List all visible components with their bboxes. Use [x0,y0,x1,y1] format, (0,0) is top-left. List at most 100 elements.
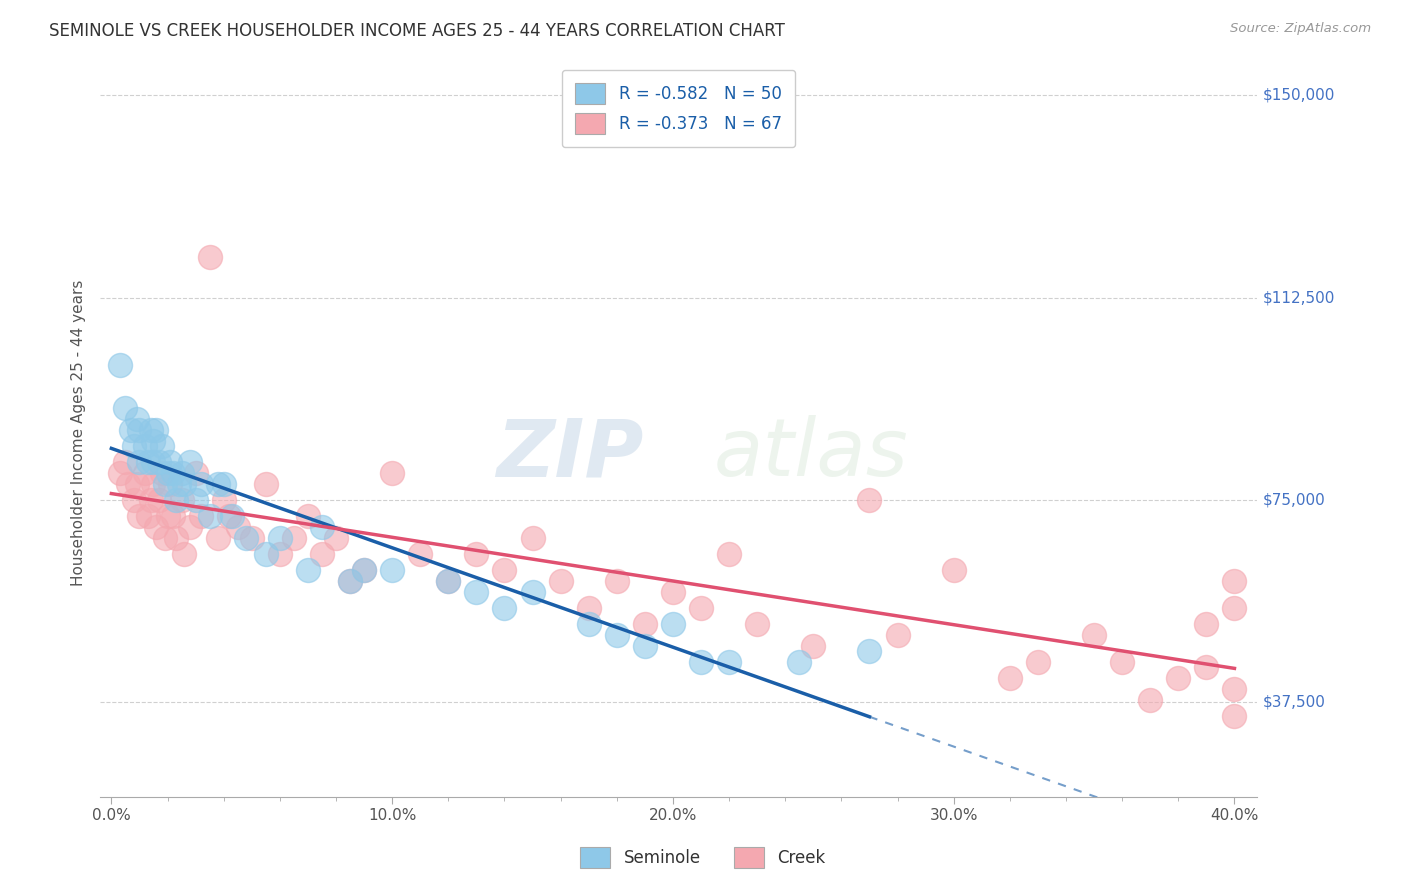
Text: SEMINOLE VS CREEK HOUSEHOLDER INCOME AGES 25 - 44 YEARS CORRELATION CHART: SEMINOLE VS CREEK HOUSEHOLDER INCOME AGE… [49,22,785,40]
Point [269,547,291,561]
Point [494,600,516,615]
Point [125,476,148,491]
Point [494,563,516,577]
Point [662,584,685,599]
Y-axis label: Householder Income Ages 25 - 44 years: Householder Income Ages 25 - 44 years [72,279,86,586]
Point [998,671,1021,685]
Point [190,509,212,524]
Point [1223,574,1246,588]
Point [212,493,235,508]
Point [114,401,136,416]
Point [148,493,170,508]
Point [381,466,404,480]
Text: $75,000: $75,000 [1263,492,1326,508]
Point [1223,708,1246,723]
Point [1223,600,1246,615]
Point [254,547,277,561]
Point [1195,617,1218,632]
Point [1195,660,1218,674]
Point [122,493,145,508]
Point [159,455,181,469]
Point [134,466,156,480]
Point [167,476,190,491]
Point [128,423,150,437]
Point [1223,681,1246,696]
Text: $37,500: $37,500 [1263,695,1326,710]
Point [159,476,181,491]
Point [128,455,150,469]
Text: $150,000: $150,000 [1263,88,1336,103]
Point [718,655,741,669]
Point [325,531,347,545]
Point [747,617,769,632]
Point [465,547,488,561]
Point [606,574,628,588]
Point [207,531,229,545]
Point [634,639,657,653]
Point [1167,671,1189,685]
Point [522,531,544,545]
Point [114,455,136,469]
Point [218,509,240,524]
Point [353,563,375,577]
Point [207,476,229,491]
Point [297,563,319,577]
Point [125,412,148,426]
Point [1139,692,1161,706]
Point [179,455,201,469]
Point [240,531,263,545]
Point [128,509,150,524]
Point [173,476,195,491]
Point [179,520,201,534]
Point [311,520,333,534]
Text: Source: ZipAtlas.com: Source: ZipAtlas.com [1230,22,1371,36]
Point [108,466,131,480]
Point [142,455,165,469]
Point [136,455,159,469]
Point [190,476,212,491]
Point [311,547,333,561]
Point [787,655,810,669]
Point [1026,655,1049,669]
Point [153,476,176,491]
Point [142,476,165,491]
Point [886,628,908,642]
Point [409,547,432,561]
Point [156,466,179,480]
Point [120,423,142,437]
Point [150,466,173,480]
Point [339,574,361,588]
Point [226,520,249,534]
Point [212,476,235,491]
Point [170,466,193,480]
Point [162,466,184,480]
Point [578,600,600,615]
Text: ZIP: ZIP [496,416,644,493]
Point [117,476,139,491]
Point [550,574,572,588]
Point [221,509,243,524]
Point [339,574,361,588]
Point [942,563,965,577]
Text: atlas: atlas [713,416,908,493]
Point [156,509,179,524]
Point [198,509,221,524]
Point [297,509,319,524]
Point [165,531,187,545]
Text: $112,500: $112,500 [1263,290,1336,305]
Point [1083,628,1105,642]
Point [235,531,257,545]
Point [165,493,187,508]
Point [353,563,375,577]
Point [136,509,159,524]
Point [139,493,162,508]
Point [148,455,170,469]
Point [381,563,404,577]
Point [437,574,460,588]
Legend: Seminole, Creek: Seminole, Creek [574,840,832,875]
Point [858,493,880,508]
Point [437,574,460,588]
Point [198,250,221,264]
Point [142,434,165,448]
Point [184,466,207,480]
